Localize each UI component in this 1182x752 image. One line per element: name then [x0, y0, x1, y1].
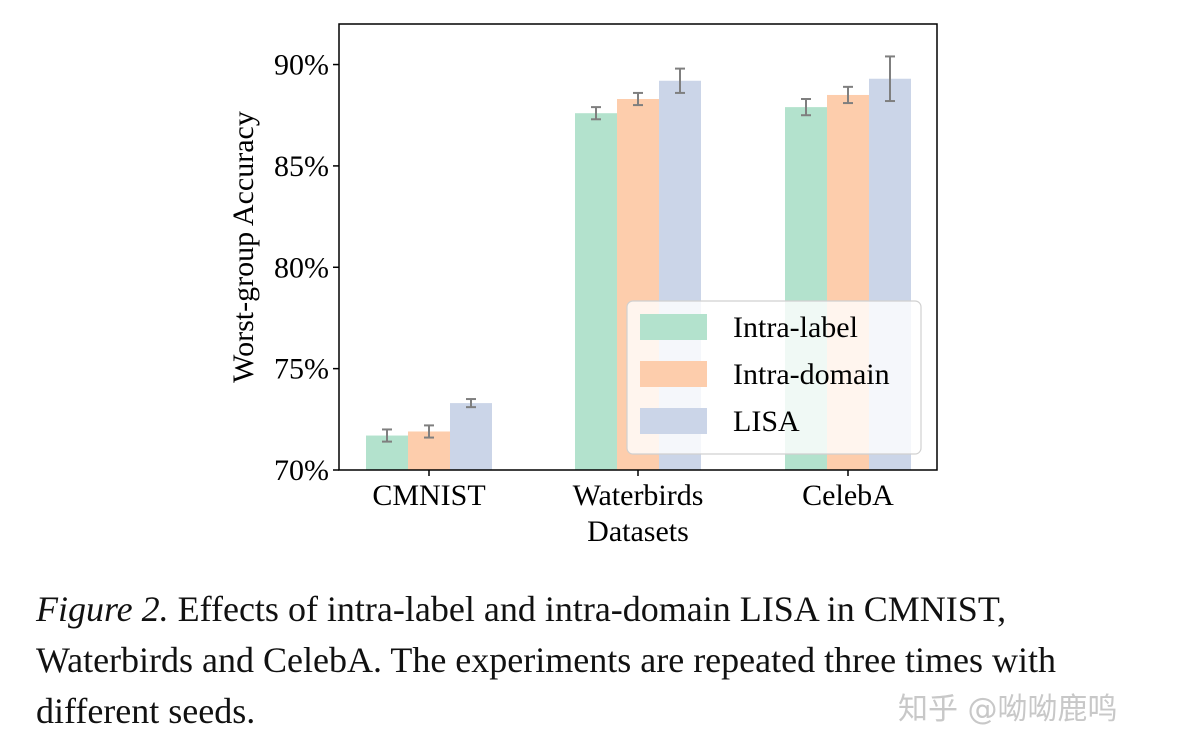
y-axis-ticks: 70% 75% 80% 85% 90%	[274, 49, 339, 487]
y-tick-label: 75%	[274, 353, 329, 386]
y-axis-label: Worst-group Accuracy	[227, 111, 260, 383]
caption-text: Effects of intra-label and intra-domain …	[36, 589, 1057, 731]
x-tick-label: CelebA	[802, 479, 894, 512]
error-bar	[591, 106, 601, 121]
bar-intra-label-waterbirds	[575, 113, 617, 470]
y-tick-label: 80%	[274, 251, 329, 284]
legend-swatch	[640, 314, 707, 340]
legend-swatch	[640, 408, 707, 434]
error-bar	[801, 98, 811, 117]
x-tick-label: CMNIST	[372, 479, 485, 512]
legend-label: Intra-domain	[733, 358, 890, 391]
y-tick-label: 90%	[274, 49, 329, 82]
error-bar	[633, 91, 643, 107]
legend-label: Intra-label	[733, 311, 858, 344]
bar-chart: 70% 75% 80% 85% 90% CMNIST Waterbirds CelebA W…	[227, 23, 938, 548]
x-axis-label: Datasets	[587, 515, 689, 548]
error-bar	[885, 55, 895, 103]
error-bar	[382, 428, 392, 443]
figure-label: Figure 2.	[36, 589, 169, 629]
figure-caption: Figure 2. Effects of intra-label and int…	[36, 584, 1156, 737]
y-tick-label: 70%	[274, 454, 329, 487]
error-bar	[843, 85, 853, 105]
x-tick-label: Waterbirds	[573, 479, 704, 512]
error-bar	[424, 424, 434, 439]
error-bar	[466, 398, 476, 409]
error-bar	[675, 67, 685, 94]
legend-label: LISA	[733, 405, 800, 438]
watermark: 知乎 @呦呦鹿鸣	[898, 692, 1118, 727]
error-bars-layer	[382, 55, 895, 443]
legend: Intra-label Intra-domain LISA	[626, 300, 922, 455]
legend-swatch	[640, 361, 707, 387]
x-axis-ticks: CMNIST Waterbirds CelebA	[372, 470, 894, 512]
bar-lisa-cmnist	[450, 403, 492, 470]
y-tick-label: 85%	[274, 150, 329, 183]
